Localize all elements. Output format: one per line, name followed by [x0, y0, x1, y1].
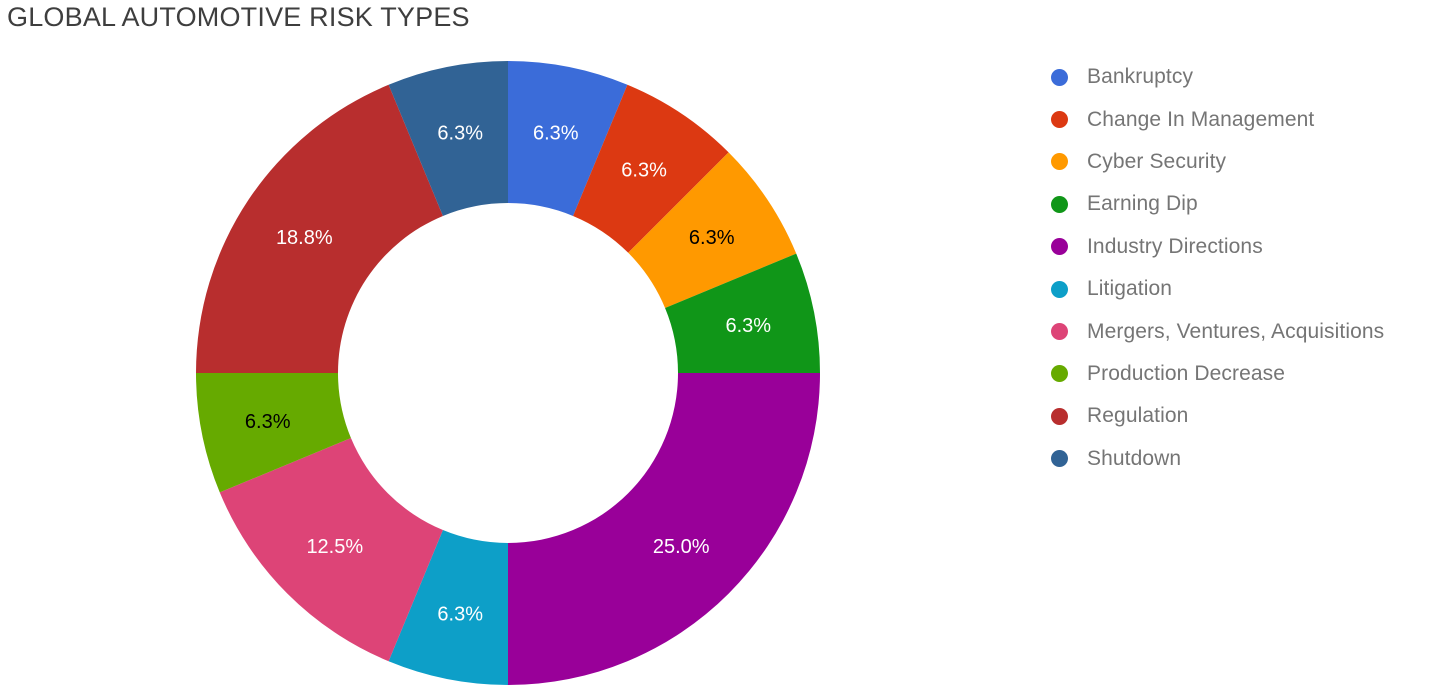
legend-item-cyber-security[interactable]: Cyber Security — [1051, 141, 1384, 183]
legend-color-dot — [1051, 111, 1068, 129]
legend-item-label: Litigation — [1087, 277, 1173, 301]
legend-color-dot — [1051, 68, 1068, 86]
legend-color-dot — [1051, 407, 1068, 425]
legend-item-label: Earning Dip — [1087, 192, 1198, 216]
legend-item-label: Mergers, Ventures, Acquisitions — [1087, 319, 1385, 343]
legend-item-regulation[interactable]: Regulation — [1051, 395, 1384, 437]
legend-item-production-decrease[interactable]: Production Decrease — [1051, 353, 1384, 395]
donut-chart: 6.3%6.3%6.3%6.3%25.0%6.3%12.5%6.3%18.8%6… — [196, 61, 820, 685]
legend-item-label: Shutdown — [1087, 446, 1182, 470]
legend-item-label: Regulation — [1087, 404, 1189, 428]
legend-item-label: Industry Directions — [1087, 234, 1263, 258]
pie-slice-litigation[interactable] — [388, 530, 508, 685]
pie-slice-shutdown[interactable] — [388, 61, 508, 216]
legend-item-change-in-management[interactable]: Change In Management — [1051, 98, 1384, 140]
legend-color-dot — [1051, 323, 1068, 341]
chart-title: GLOBAL AUTOMOTIVE RISK TYPES — [7, 2, 470, 32]
legend-item-litigation[interactable]: Litigation — [1051, 268, 1384, 310]
pie-slice-regulation[interactable] — [196, 84, 443, 373]
legend-item-industry-directions[interactable]: Industry Directions — [1051, 226, 1384, 268]
pie-slice-mergers-ventures-acquisitions[interactable] — [219, 438, 443, 662]
legend-color-dot — [1051, 450, 1068, 468]
legend-color-dot — [1051, 280, 1068, 298]
pie-slice-change-in-management[interactable] — [573, 84, 729, 253]
legend-item-label: Cyber Security — [1087, 149, 1227, 173]
legend-color-dot — [1051, 238, 1068, 256]
pie-slice-production-decrease[interactable] — [196, 373, 351, 493]
legend-item-mergers-ventures-acquisitions[interactable]: Mergers, Ventures, Acquisitions — [1051, 310, 1384, 352]
pie-slice-industry-directions[interactable] — [508, 373, 820, 685]
legend-color-dot — [1051, 195, 1068, 213]
legend-item-bankruptcy[interactable]: Bankruptcy — [1051, 56, 1384, 98]
legend-item-label: Production Decrease — [1087, 361, 1286, 385]
chart-legend: Bankruptcy Change In Management Cyber Se… — [1051, 56, 1384, 480]
legend-item-shutdown[interactable]: Shutdown — [1051, 438, 1384, 480]
legend-color-dot — [1051, 153, 1068, 171]
legend-item-label: Bankruptcy — [1087, 65, 1194, 89]
pie-slice-cyber-security[interactable] — [628, 152, 797, 308]
legend-item-label: Change In Management — [1087, 107, 1315, 131]
legend-item-earning-dip[interactable]: Earning Dip — [1051, 183, 1384, 225]
pie-slice-bankruptcy[interactable] — [508, 61, 628, 216]
legend-color-dot — [1051, 365, 1068, 383]
pie-slice-earning-dip[interactable] — [665, 253, 820, 373]
